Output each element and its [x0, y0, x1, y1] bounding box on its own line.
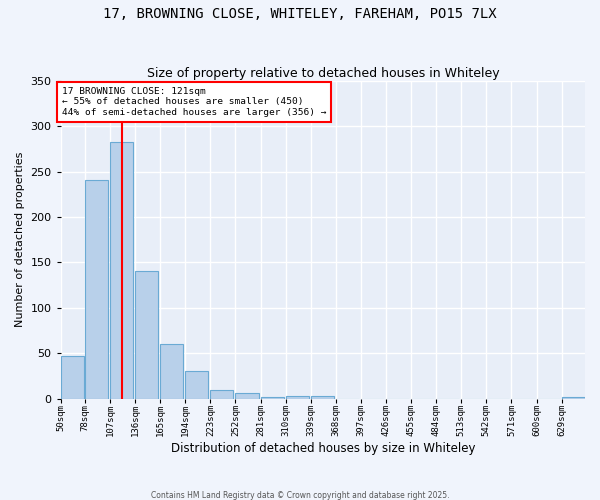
Text: 17 BROWNING CLOSE: 121sqm
← 55% of detached houses are smaller (450)
44% of semi: 17 BROWNING CLOSE: 121sqm ← 55% of detac… [62, 87, 326, 117]
Bar [260, 397, 284, 398]
Bar [286, 396, 309, 398]
Bar [61, 356, 84, 399]
Bar [110, 142, 133, 398]
Bar [311, 396, 334, 398]
Bar [185, 372, 208, 398]
Bar [235, 393, 259, 398]
Y-axis label: Number of detached properties: Number of detached properties [15, 152, 25, 328]
Text: Contains HM Land Registry data © Crown copyright and database right 2025.: Contains HM Land Registry data © Crown c… [151, 490, 449, 500]
Bar [211, 390, 233, 398]
Text: 17, BROWNING CLOSE, WHITELEY, FAREHAM, PO15 7LX: 17, BROWNING CLOSE, WHITELEY, FAREHAM, P… [103, 8, 497, 22]
Bar [160, 344, 184, 399]
Bar [85, 180, 108, 398]
X-axis label: Distribution of detached houses by size in Whiteley: Distribution of detached houses by size … [170, 442, 475, 455]
Bar [135, 270, 158, 398]
Title: Size of property relative to detached houses in Whiteley: Size of property relative to detached ho… [146, 66, 499, 80]
Bar [562, 397, 585, 398]
